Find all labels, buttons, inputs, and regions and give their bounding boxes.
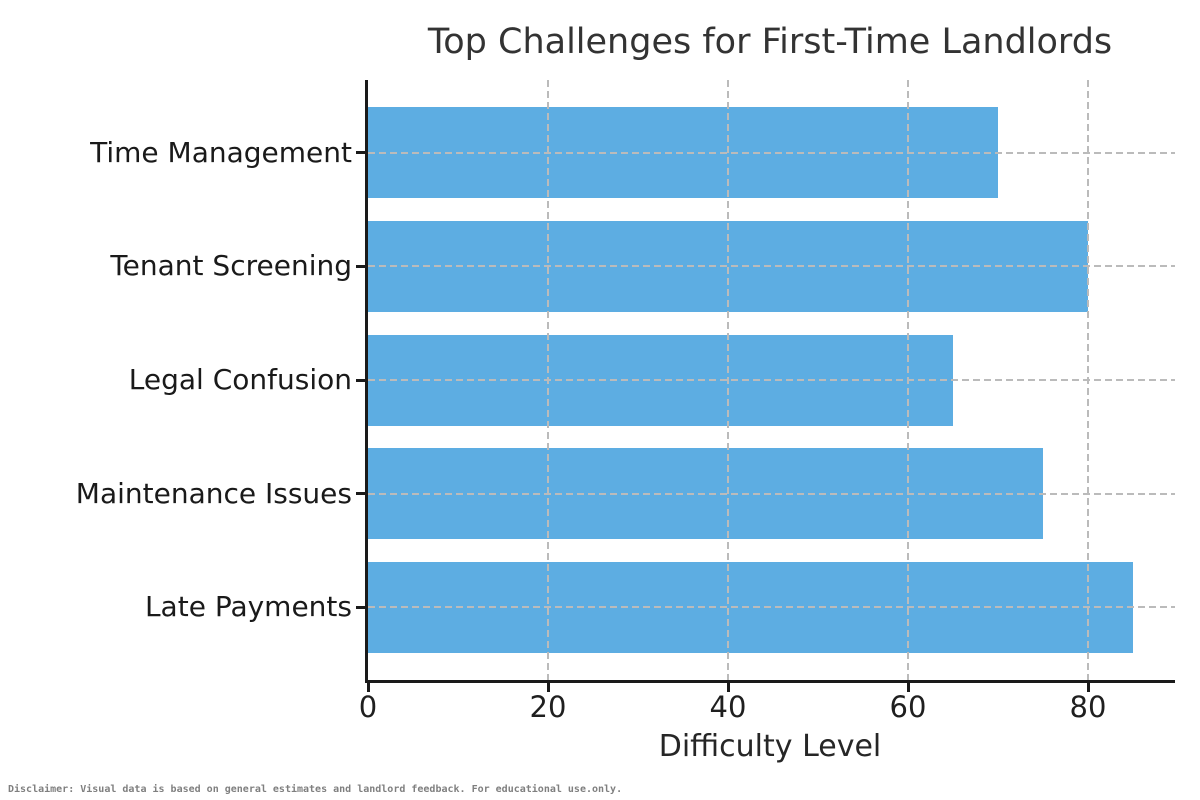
y-tick-label-maintenance-issues: Maintenance Issues — [75, 476, 352, 510]
horizontal-gridline — [368, 379, 1175, 381]
x-axis-tick — [546, 683, 550, 692]
y-tick-label-legal-confusion: Legal Confusion — [128, 363, 352, 396]
vertical-gridline — [1087, 80, 1089, 680]
vertical-gridline — [907, 80, 909, 680]
y-axis-tick — [356, 264, 365, 268]
y-axis-tick — [356, 492, 365, 496]
horizontal-gridline — [368, 151, 1175, 154]
x-tick-label-0: 0 — [358, 690, 378, 724]
horizontal-gridline — [368, 492, 1175, 495]
y-tick-label-late-payments: Late Payments — [144, 590, 352, 624]
x-axis-label: Difficulty Level — [658, 729, 882, 764]
horizontal-gridline — [368, 265, 1175, 268]
x-tick-label-20: 20 — [529, 690, 567, 724]
y-tick-label-tenant-screening: Tenant Screening — [110, 249, 352, 283]
x-axis-tick — [726, 683, 730, 692]
plot-area — [365, 80, 1175, 683]
y-axis-tick — [356, 151, 365, 155]
y-tick-label-time-management: Time Management — [90, 135, 352, 169]
x-tick-label-60: 60 — [889, 690, 927, 724]
x-tick-label-80: 80 — [1069, 690, 1107, 724]
x-axis-tick — [1086, 683, 1090, 692]
x-axis-tick — [366, 683, 370, 692]
x-axis-tick — [906, 683, 910, 692]
y-axis-tick — [356, 378, 365, 382]
vertical-gridline — [727, 80, 729, 680]
chart-title: Top Challenges for First-Time Landlords — [427, 22, 1113, 62]
horizontal-gridline — [368, 606, 1175, 609]
vertical-gridline — [547, 80, 549, 680]
disclaimer-text: Disclaimer: Visual data is based on gene… — [8, 784, 623, 795]
y-axis-tick — [356, 605, 365, 609]
x-tick-label-40: 40 — [709, 690, 747, 724]
